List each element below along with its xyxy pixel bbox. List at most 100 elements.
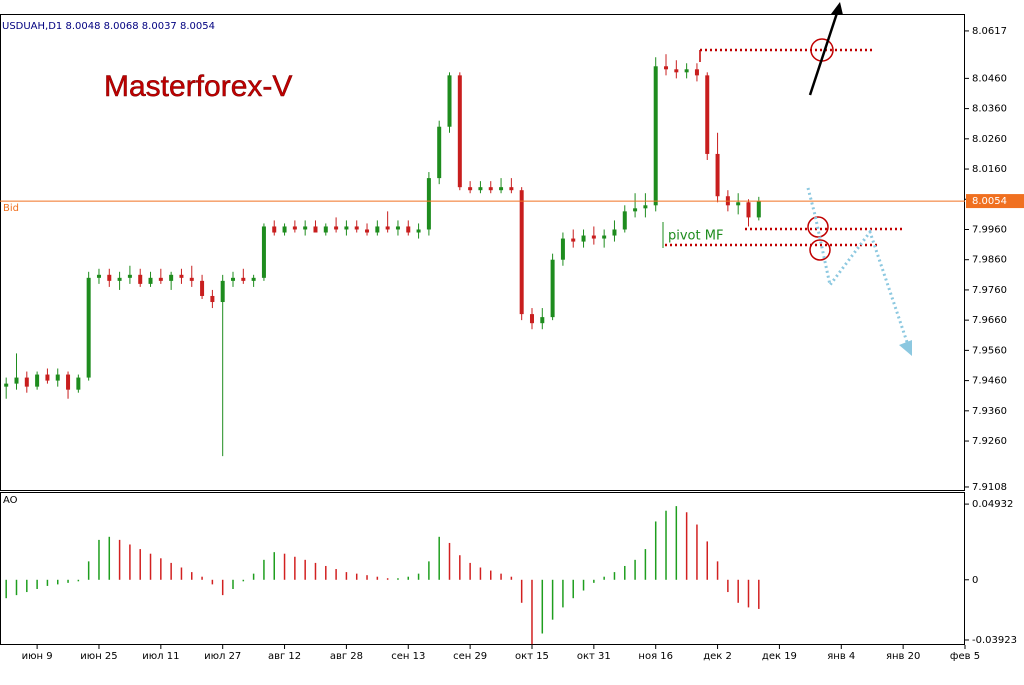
candle-body	[292, 226, 297, 230]
candle-body	[550, 259, 555, 318]
candle-body	[158, 277, 163, 281]
y-tick-label: 7.9760	[972, 285, 1007, 296]
candle-body	[694, 69, 699, 76]
candle-body	[643, 205, 648, 209]
candle-body	[210, 295, 215, 303]
candle-body	[468, 187, 473, 191]
x-tick-label: июн 25	[80, 651, 117, 662]
candle-body	[571, 238, 576, 242]
candle-body	[509, 187, 514, 191]
y-tick-label: 0	[972, 575, 978, 586]
candle-body	[127, 274, 132, 278]
candle-body	[756, 201, 761, 218]
up-arrow-head	[831, 2, 843, 15]
candle-body	[323, 226, 328, 233]
up-arrow	[808, 9, 840, 96]
candle-body	[55, 374, 60, 381]
candle-body	[529, 314, 534, 324]
candle-body	[272, 226, 277, 233]
x-tick-label: авг 28	[330, 651, 363, 662]
x-tick-label: окт 15	[515, 651, 549, 662]
x-tick-label: дек 2	[703, 651, 732, 662]
candle-body	[602, 235, 607, 239]
y-tick-label: 7.9260	[972, 436, 1007, 447]
bid-price-box	[966, 194, 1024, 209]
candle-body	[591, 235, 596, 239]
x-tick-label: июн 9	[22, 651, 53, 662]
candle-body	[35, 374, 40, 387]
candle-body	[519, 190, 524, 315]
drawing-objects	[662, 2, 912, 356]
candle-body	[169, 274, 174, 281]
candle-body	[179, 274, 184, 278]
candle-body	[138, 274, 143, 284]
y-tick-label: 0.04932	[972, 499, 1013, 510]
candle-body	[86, 277, 91, 378]
y-tick-label: 8.0617	[972, 26, 1007, 37]
candle-body	[385, 226, 390, 230]
y-tick-label: 7.9108	[972, 482, 1007, 493]
candle-body	[581, 235, 586, 242]
x-tick-label: дек 19	[762, 651, 797, 662]
candle-body	[96, 274, 101, 278]
candle-body	[303, 226, 308, 230]
candle-body	[715, 153, 720, 197]
candle-body	[76, 377, 81, 390]
candle-body	[406, 226, 411, 233]
candle-body	[107, 274, 112, 281]
ao-pane	[0, 492, 965, 645]
candle-body	[478, 187, 483, 191]
candle-body	[334, 226, 339, 230]
y-tick-label: -0.03923	[972, 635, 1017, 646]
y-tick-label: 7.9960	[972, 224, 1007, 235]
candle-body	[447, 75, 452, 127]
candle-body	[664, 66, 669, 70]
candle-body	[653, 66, 658, 206]
candle-body	[231, 277, 236, 281]
candle-body	[241, 277, 246, 281]
candle-body	[457, 75, 462, 188]
brand-annotation: Masterforex-V	[104, 70, 292, 103]
x-tick-label: фев 5	[950, 651, 980, 662]
chart-title: USDUAH,D1 8.0048 8.0068 8.0037 8.0054	[2, 21, 215, 32]
x-tick-label: янв 4	[827, 651, 855, 662]
candle-body	[437, 126, 442, 179]
forecast-arrow-head	[899, 340, 912, 356]
x-tick-label: сен 29	[453, 651, 487, 662]
x-tick-label: июл 11	[142, 651, 179, 662]
candle-body	[261, 226, 266, 278]
y-tick-label: 8.0260	[972, 134, 1007, 145]
x-tick-label: сен 13	[391, 651, 425, 662]
candle-body	[633, 208, 638, 212]
candle-body	[375, 226, 380, 233]
candle-body	[365, 229, 370, 233]
y-tick-label: 7.9660	[972, 315, 1007, 326]
candle-body	[66, 374, 71, 390]
candle-body	[200, 280, 205, 296]
y-tick-label: 8.0460	[972, 73, 1007, 84]
candle-body	[148, 277, 153, 284]
pivot-annotation: pivot MF	[668, 229, 723, 244]
price-pane	[0, 14, 965, 491]
y-tick-label: 8.0360	[972, 104, 1007, 115]
candle-body	[220, 280, 225, 303]
candle-body	[45, 374, 50, 381]
candle-body	[426, 178, 431, 230]
candle-body	[705, 75, 710, 154]
candle-body	[344, 226, 349, 230]
y-tick-label: 7.9560	[972, 345, 1007, 356]
circle-marker	[809, 239, 831, 261]
candle-body	[560, 238, 565, 260]
bid-label: Bid	[3, 203, 19, 214]
candle-body	[189, 277, 194, 281]
candle-body	[746, 202, 751, 218]
candle-body	[684, 69, 689, 73]
x-tick-label: авг 12	[268, 651, 301, 662]
candle-body	[499, 187, 504, 191]
candle-body	[14, 377, 19, 384]
x-tick-label: окт 31	[577, 651, 611, 662]
y-tick-label: 7.9860	[972, 255, 1007, 266]
x-tick-label: янв 20	[886, 651, 920, 662]
ao-title: AO	[3, 495, 18, 506]
